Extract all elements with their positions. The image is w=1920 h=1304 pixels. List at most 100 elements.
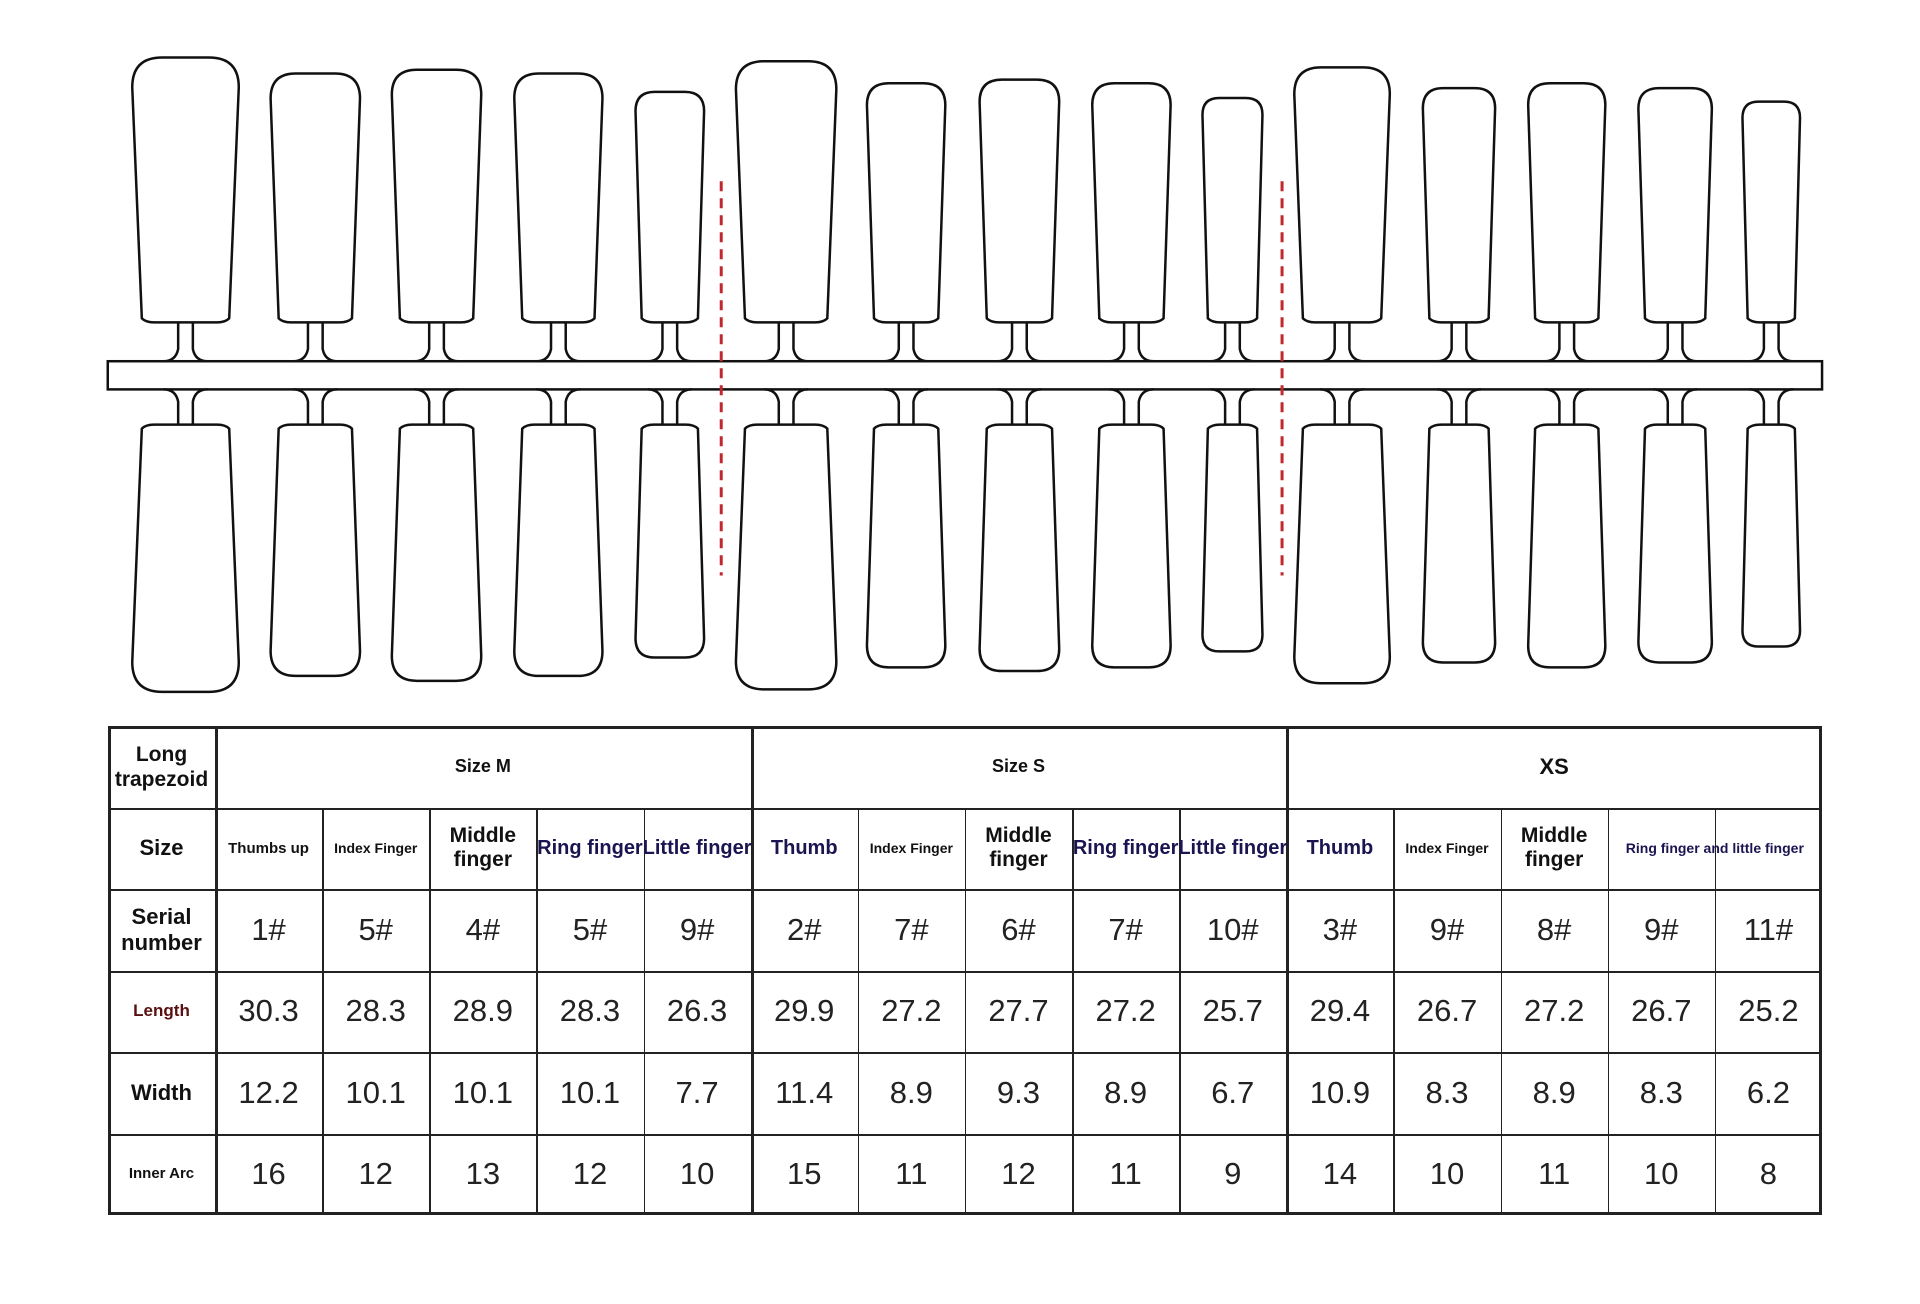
table-cell: 10.1 <box>559 1074 621 1110</box>
table-cell: 4# <box>465 911 501 947</box>
column-divider <box>1179 807 1181 1215</box>
table-cell: 12 <box>358 1156 393 1192</box>
size-chart-table: Long trapezoid Size M Size S XS Size Thumbs u… <box>108 726 1822 1215</box>
table-cell: 8.9 <box>1532 1074 1576 1110</box>
table-cell: 3# <box>1322 911 1358 947</box>
table-cell: 25.2 <box>1738 993 1799 1029</box>
table-cell: 12.2 <box>238 1074 299 1110</box>
column-divider <box>1714 807 1717 1215</box>
table-cell: 11# <box>1743 911 1794 947</box>
nail-tip-bottom <box>1526 423 1607 669</box>
table-cell: 8 <box>1759 1156 1778 1192</box>
nail-stem-bottom <box>1109 388 1154 425</box>
table-cell: 11.4 <box>775 1074 834 1110</box>
table-cell: 28.9 <box>452 993 513 1029</box>
table-cell: 8.9 <box>1104 1074 1148 1110</box>
table-cell: 11 <box>1109 1156 1142 1192</box>
table-cell: 29.9 <box>774 993 835 1029</box>
nail-stem-bottom <box>997 388 1042 425</box>
nail-tip-top <box>865 82 947 324</box>
nail-stem-top <box>1653 322 1698 363</box>
size-group-header: Size M <box>454 756 511 777</box>
size-cell-14: Ring finger and little finger <box>1625 840 1804 857</box>
nail-stem-top <box>1319 322 1365 363</box>
row-label: Inner Arc <box>128 1165 195 1183</box>
nail-tip-bottom <box>1637 423 1714 664</box>
table-cell: 27.2 <box>1095 993 1156 1029</box>
nail-stem-bottom <box>647 388 692 425</box>
table-cell: 7.7 <box>675 1074 719 1110</box>
row-label: Width <box>131 1079 192 1105</box>
table-cell: 28.3 <box>345 993 406 1029</box>
table-cell: 9# <box>679 911 715 947</box>
nail-stem-top <box>1749 322 1794 363</box>
table-cell: 12 <box>572 1156 608 1192</box>
table-cell: 5# <box>358 911 393 947</box>
table-cell: 15 <box>786 1156 822 1192</box>
nail-tip-bottom <box>978 423 1061 673</box>
size-group-header: XS <box>1539 753 1569 779</box>
table-cell: 12 <box>1001 1156 1036 1192</box>
table-border <box>108 726 1822 729</box>
table-cell: 8.3 <box>1425 1074 1469 1110</box>
nail-stem-top <box>414 322 459 363</box>
table-cell: 1# <box>251 911 286 947</box>
nail-stem-bottom <box>1319 388 1365 425</box>
nail-tip-bottom <box>1090 423 1172 669</box>
nail-tip-top <box>1741 100 1802 324</box>
nail-tip-top <box>130 56 241 324</box>
nail-tip-top <box>513 72 604 324</box>
table-cell: 14 <box>1322 1156 1358 1192</box>
nail-tip-top <box>269 72 362 324</box>
table-cell: 6.2 <box>1746 1074 1790 1110</box>
corner-label: Long trapezoid <box>114 742 209 791</box>
nail-tip-top <box>1637 86 1714 324</box>
nail-tip-top <box>390 68 483 324</box>
table-cell: 27.7 <box>988 993 1049 1029</box>
nail-stem-top <box>647 322 692 363</box>
nail-stem-bottom <box>1653 388 1698 425</box>
table-cell: 8.9 <box>889 1074 933 1110</box>
nail-tip-bottom <box>390 423 483 683</box>
size-cell-11: Thumb <box>1306 836 1374 859</box>
table-cell: 10.1 <box>345 1074 406 1110</box>
nail-stem-bottom <box>1749 388 1794 425</box>
column-divider <box>643 807 646 1215</box>
nail-tip-top <box>1526 82 1607 324</box>
size-group-header: Size S <box>991 756 1045 777</box>
nail-stem-bottom <box>1436 388 1482 425</box>
table-cell: 6.7 <box>1211 1074 1255 1110</box>
table-cell: 29.4 <box>1309 993 1371 1029</box>
table-cell: 27.2 <box>1523 993 1585 1029</box>
nail-tip-top <box>1090 82 1172 324</box>
table-cell: 10.9 <box>1309 1074 1371 1110</box>
nail-tip-bottom <box>1201 423 1264 653</box>
size-cell-3: Middle finger <box>449 824 517 872</box>
table-cell: 10.1 <box>452 1074 513 1110</box>
nail-stem-bottom <box>414 388 459 425</box>
table-cell: 11 <box>895 1156 928 1192</box>
nail-stem-bottom <box>1544 388 1589 425</box>
nail-stem-bottom <box>293 388 338 425</box>
nail-stem-bottom <box>884 388 929 425</box>
nail-stem-top <box>293 322 338 363</box>
table-cell: 9 <box>1224 1156 1242 1192</box>
table-cell: 9# <box>1644 911 1679 947</box>
nail-tip-top <box>978 78 1061 324</box>
size-cell-5: Little finger <box>642 836 752 859</box>
table-cell: 11 <box>1538 1156 1571 1192</box>
nail-stem-top <box>884 322 929 363</box>
nail-stem-top <box>536 322 581 363</box>
row-label: Serial number <box>121 903 202 955</box>
nail-stem-top <box>1109 322 1154 363</box>
table-cell: 7# <box>894 911 929 947</box>
nail-tip-top <box>734 59 838 324</box>
nail-tip-bottom <box>1293 423 1392 685</box>
nail-tip-top <box>1293 66 1392 324</box>
column-divider <box>429 807 431 1215</box>
table-cell: 10# <box>1206 911 1259 947</box>
size-cell-8: Middle finger <box>985 824 1052 872</box>
size-cell-10: Little finger <box>1178 836 1288 859</box>
nail-stem-top <box>997 322 1042 363</box>
table-cell: 26.7 <box>1631 993 1692 1029</box>
